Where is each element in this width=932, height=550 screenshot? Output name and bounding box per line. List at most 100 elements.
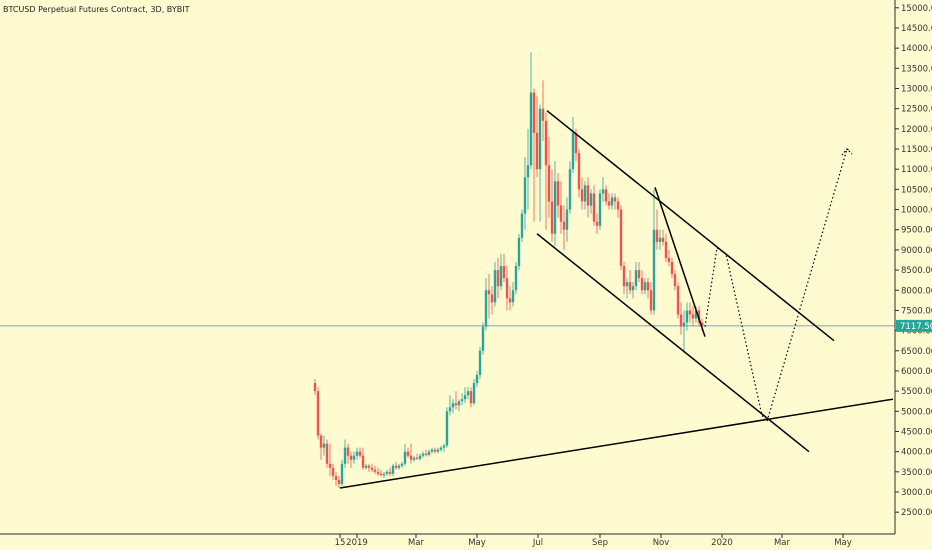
candle-body: [382, 473, 386, 476]
candle: [640, 270, 644, 295]
time-tick-label: May: [834, 538, 852, 548]
candle: [379, 469, 383, 477]
candle: [469, 387, 473, 408]
time-tick-label: Mar: [774, 538, 791, 548]
candle: [340, 459, 344, 486]
candle-body: [433, 449, 437, 452]
candle-body: [511, 290, 515, 303]
candle-body: [370, 467, 374, 470]
drawings: [339, 110, 894, 489]
candle-body: [454, 403, 458, 406]
candle-body: [586, 185, 590, 206]
candle: [532, 88, 536, 222]
candle-body: [679, 314, 683, 327]
price-tick-label: 5000.00: [901, 407, 932, 417]
candle: [685, 302, 689, 331]
candle-body: [376, 471, 380, 474]
candle-body: [529, 92, 533, 166]
candle: [604, 185, 608, 206]
candle-body: [556, 181, 560, 206]
candle: [526, 128, 530, 210]
candle: [568, 161, 572, 214]
candle-body: [478, 350, 482, 375]
price-tick-label: 2500.00: [901, 508, 932, 518]
candle: [349, 451, 353, 468]
candle: [601, 177, 605, 202]
candle: [322, 435, 326, 456]
candle: [580, 177, 584, 210]
candle-body: [487, 290, 491, 295]
candle-body: [700, 322, 704, 326]
candle-body: [523, 177, 527, 214]
candle: [415, 453, 419, 460]
candle-body: [493, 270, 497, 303]
candle-body: [565, 209, 569, 230]
time-axis: 15 2019 Mar May Jul Sep Nov 2020 Mar May: [335, 534, 852, 548]
candle-body: [544, 120, 548, 166]
candle: [667, 249, 671, 267]
candle: [346, 443, 350, 464]
candle: [337, 475, 341, 488]
price-tick-label: 11000.00: [901, 165, 932, 175]
candle-body: [541, 108, 545, 121]
candle-body: [316, 391, 320, 436]
candle: [313, 379, 317, 396]
candle-body: [631, 286, 635, 291]
candle: [508, 286, 512, 311]
lower-channel-line[interactable]: [536, 233, 810, 453]
candle-body: [634, 270, 638, 287]
candle: [550, 169, 554, 242]
candle: [562, 205, 566, 250]
candle: [598, 189, 602, 230]
candle-body: [475, 374, 479, 384]
candle: [655, 209, 659, 250]
support-trend-line[interactable]: [339, 398, 894, 489]
time-tick-label: Sep: [592, 538, 608, 548]
candle-body: [613, 197, 617, 202]
candle: [583, 181, 587, 210]
candle-body: [337, 479, 341, 484]
candle: [496, 257, 500, 299]
candle-body: [559, 205, 563, 222]
candle-body: [685, 310, 689, 323]
candle-body: [616, 201, 620, 210]
candle-body: [667, 257, 671, 263]
candle-body: [676, 286, 680, 315]
candle-body: [592, 193, 596, 222]
time-tick-label: Jul: [532, 538, 543, 548]
time-tick-label: May: [468, 538, 486, 548]
last-price-label: 7117.50: [900, 322, 932, 332]
candle-body: [388, 471, 392, 474]
candle: [613, 193, 617, 210]
candle-body: [334, 475, 338, 480]
price-tick-label: 8000.00: [901, 286, 932, 296]
candle-body: [682, 322, 686, 327]
candle-body: [325, 443, 329, 464]
candle-body: [526, 165, 530, 178]
candle: [454, 391, 458, 410]
candle-body: [520, 213, 524, 238]
candle: [418, 453, 422, 461]
candle-body: [499, 266, 503, 287]
candle-body: [547, 165, 551, 202]
candle: [622, 262, 626, 295]
candle: [673, 270, 677, 291]
candle: [658, 229, 662, 250]
candle: [487, 274, 491, 319]
candle-body: [589, 193, 593, 206]
candle-body: [571, 132, 575, 170]
candle-body: [400, 463, 404, 466]
inner-wedge-line[interactable]: [654, 187, 706, 337]
candle: [427, 449, 431, 457]
candle: [382, 471, 386, 478]
last-price-tag: 7117.50: [896, 319, 932, 332]
candle: [499, 253, 503, 291]
candle-body: [343, 447, 347, 464]
upper-channel-line[interactable]: [546, 110, 835, 342]
candle-body: [484, 290, 488, 327]
candle-body: [322, 443, 326, 448]
candle: [688, 302, 692, 323]
candle: [325, 439, 329, 468]
candle-body: [421, 453, 425, 456]
